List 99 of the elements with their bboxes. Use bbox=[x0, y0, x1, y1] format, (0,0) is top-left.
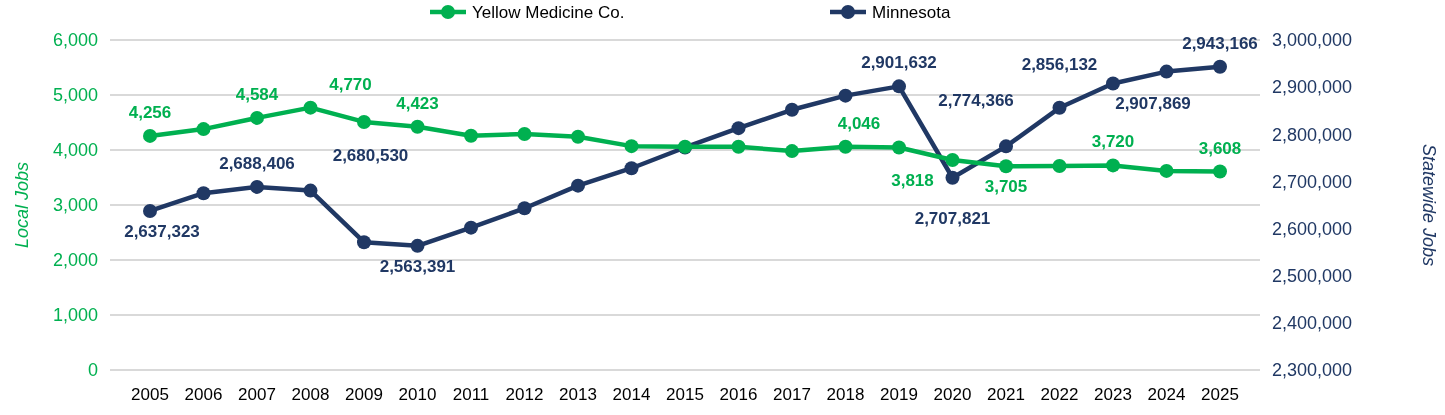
x-tick-label: 2022 bbox=[1040, 385, 1079, 404]
point bbox=[838, 88, 853, 103]
point bbox=[196, 122, 211, 137]
y-tick-label: 5,000 bbox=[52, 85, 98, 106]
x-tick-label: 2010 bbox=[398, 385, 437, 404]
point bbox=[517, 127, 532, 142]
point bbox=[999, 139, 1013, 154]
x-tick-label: 2023 bbox=[1094, 385, 1132, 404]
x-tick-label: 2012 bbox=[505, 385, 544, 404]
point bbox=[892, 140, 906, 155]
data-label: 4,423 bbox=[396, 93, 439, 113]
point bbox=[357, 235, 371, 250]
data-label: 4,046 bbox=[837, 114, 881, 134]
y-tick-label: 1,000 bbox=[52, 305, 98, 326]
y2-axis-title: Statewide Jobs bbox=[1419, 143, 1439, 267]
point bbox=[838, 139, 853, 154]
x-tick-label: 2021 bbox=[987, 385, 1025, 404]
x-tick-label: 2018 bbox=[826, 385, 865, 404]
point bbox=[571, 178, 585, 193]
point bbox=[1159, 163, 1174, 178]
point bbox=[143, 128, 157, 143]
data-label: 2,856,132 bbox=[1021, 54, 1098, 74]
point bbox=[785, 102, 799, 117]
y-tick-label: 6,000 bbox=[52, 30, 98, 51]
legend-label: Minnesota bbox=[872, 2, 951, 22]
y2-tick-label: 2,500,000 bbox=[1272, 266, 1353, 287]
x-tick-label: 2011 bbox=[452, 385, 490, 404]
point bbox=[1159, 64, 1174, 79]
point bbox=[357, 114, 371, 129]
point bbox=[410, 119, 425, 134]
point bbox=[1106, 158, 1120, 173]
x-tick-label: 2009 bbox=[345, 385, 383, 404]
y2-tick-label: 2,600,000 bbox=[1272, 218, 1353, 239]
data-label: 2,688,406 bbox=[219, 153, 295, 173]
point bbox=[303, 100, 318, 115]
x-tick-label: 2024 bbox=[1147, 385, 1186, 404]
data-label: 2,943,166 bbox=[1182, 33, 1258, 53]
point bbox=[143, 203, 157, 218]
data-label: 2,680,530 bbox=[332, 145, 409, 165]
data-label: 2,907,869 bbox=[1115, 94, 1191, 114]
x-tick-label: 2005 bbox=[131, 385, 169, 404]
point bbox=[250, 179, 264, 194]
point bbox=[785, 144, 799, 159]
point bbox=[410, 238, 425, 253]
x-tick-label: 2020 bbox=[933, 385, 972, 404]
x-tick-label: 2017 bbox=[773, 385, 811, 404]
point bbox=[1213, 164, 1227, 179]
y2-tick-label: 2,400,000 bbox=[1272, 313, 1353, 334]
data-label: 2,774,366 bbox=[938, 91, 1014, 111]
point bbox=[945, 170, 960, 185]
y2-tick-label: 2,800,000 bbox=[1272, 124, 1353, 145]
y-tick-label: 0 bbox=[87, 360, 98, 381]
x-tick-label: 2016 bbox=[719, 385, 758, 404]
data-label: 4,770 bbox=[329, 74, 372, 94]
point bbox=[1213, 59, 1227, 74]
data-label: 4,584 bbox=[235, 84, 279, 104]
data-label: 2,637,323 bbox=[124, 221, 200, 241]
x-tick-label: 2008 bbox=[291, 385, 330, 404]
point bbox=[945, 153, 960, 168]
point bbox=[731, 121, 746, 136]
x-tick-label: 2006 bbox=[184, 385, 223, 404]
y-axis-title: Local Jobs bbox=[12, 161, 32, 249]
point bbox=[1106, 76, 1120, 91]
y2-tick-label: 2,900,000 bbox=[1272, 77, 1353, 98]
point bbox=[624, 161, 639, 176]
x-tick-label: 2014 bbox=[612, 385, 651, 404]
point bbox=[1052, 100, 1067, 115]
point bbox=[464, 128, 478, 143]
point bbox=[624, 139, 639, 154]
point bbox=[250, 110, 264, 125]
data-label: 2,901,632 bbox=[861, 53, 937, 73]
y-tick-label: 4,000 bbox=[52, 140, 98, 161]
x-tick-label: 2019 bbox=[880, 385, 918, 404]
data-label: 4,256 bbox=[128, 102, 172, 122]
data-label: 3,818 bbox=[891, 171, 934, 191]
legend-label: Yellow Medicine Co. bbox=[472, 2, 625, 22]
data-label: 2,563,391 bbox=[379, 256, 456, 276]
x-tick-label: 2013 bbox=[559, 385, 597, 404]
point bbox=[1052, 158, 1067, 173]
y2-tick-label: 2,300,000 bbox=[1272, 360, 1353, 381]
x-tick-label: 2007 bbox=[238, 385, 276, 404]
y-tick-label: 2,000 bbox=[52, 250, 98, 271]
point bbox=[464, 220, 478, 235]
point bbox=[196, 186, 211, 201]
point bbox=[999, 159, 1013, 174]
y-tick-label: 3,000 bbox=[52, 195, 98, 216]
point bbox=[303, 183, 318, 198]
data-label: 2,707,821 bbox=[914, 208, 991, 228]
point bbox=[571, 129, 585, 144]
y2-tick-label: 3,000,000 bbox=[1272, 30, 1353, 51]
point bbox=[892, 79, 906, 94]
data-label: 3,720 bbox=[1091, 132, 1135, 152]
point bbox=[731, 139, 746, 154]
data-label: 3,705 bbox=[984, 177, 1028, 197]
y2-tick-label: 2,700,000 bbox=[1272, 171, 1353, 192]
data-label: 3,608 bbox=[1198, 138, 1242, 158]
x-tick-label: 2025 bbox=[1201, 385, 1239, 404]
x-tick-label: 2015 bbox=[666, 385, 704, 404]
point bbox=[517, 201, 532, 216]
